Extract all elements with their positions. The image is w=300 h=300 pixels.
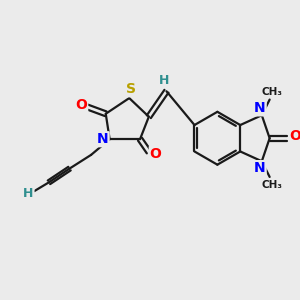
- Text: S: S: [126, 82, 136, 96]
- Text: H: H: [159, 74, 170, 87]
- Text: N: N: [254, 161, 266, 175]
- Text: N: N: [97, 132, 109, 146]
- Text: N: N: [254, 101, 266, 116]
- Text: CH₃: CH₃: [261, 180, 282, 190]
- Text: O: O: [75, 98, 87, 112]
- Text: O: O: [150, 147, 162, 161]
- Text: O: O: [289, 129, 300, 143]
- Text: CH₃: CH₃: [261, 87, 282, 97]
- Text: H: H: [23, 187, 34, 200]
